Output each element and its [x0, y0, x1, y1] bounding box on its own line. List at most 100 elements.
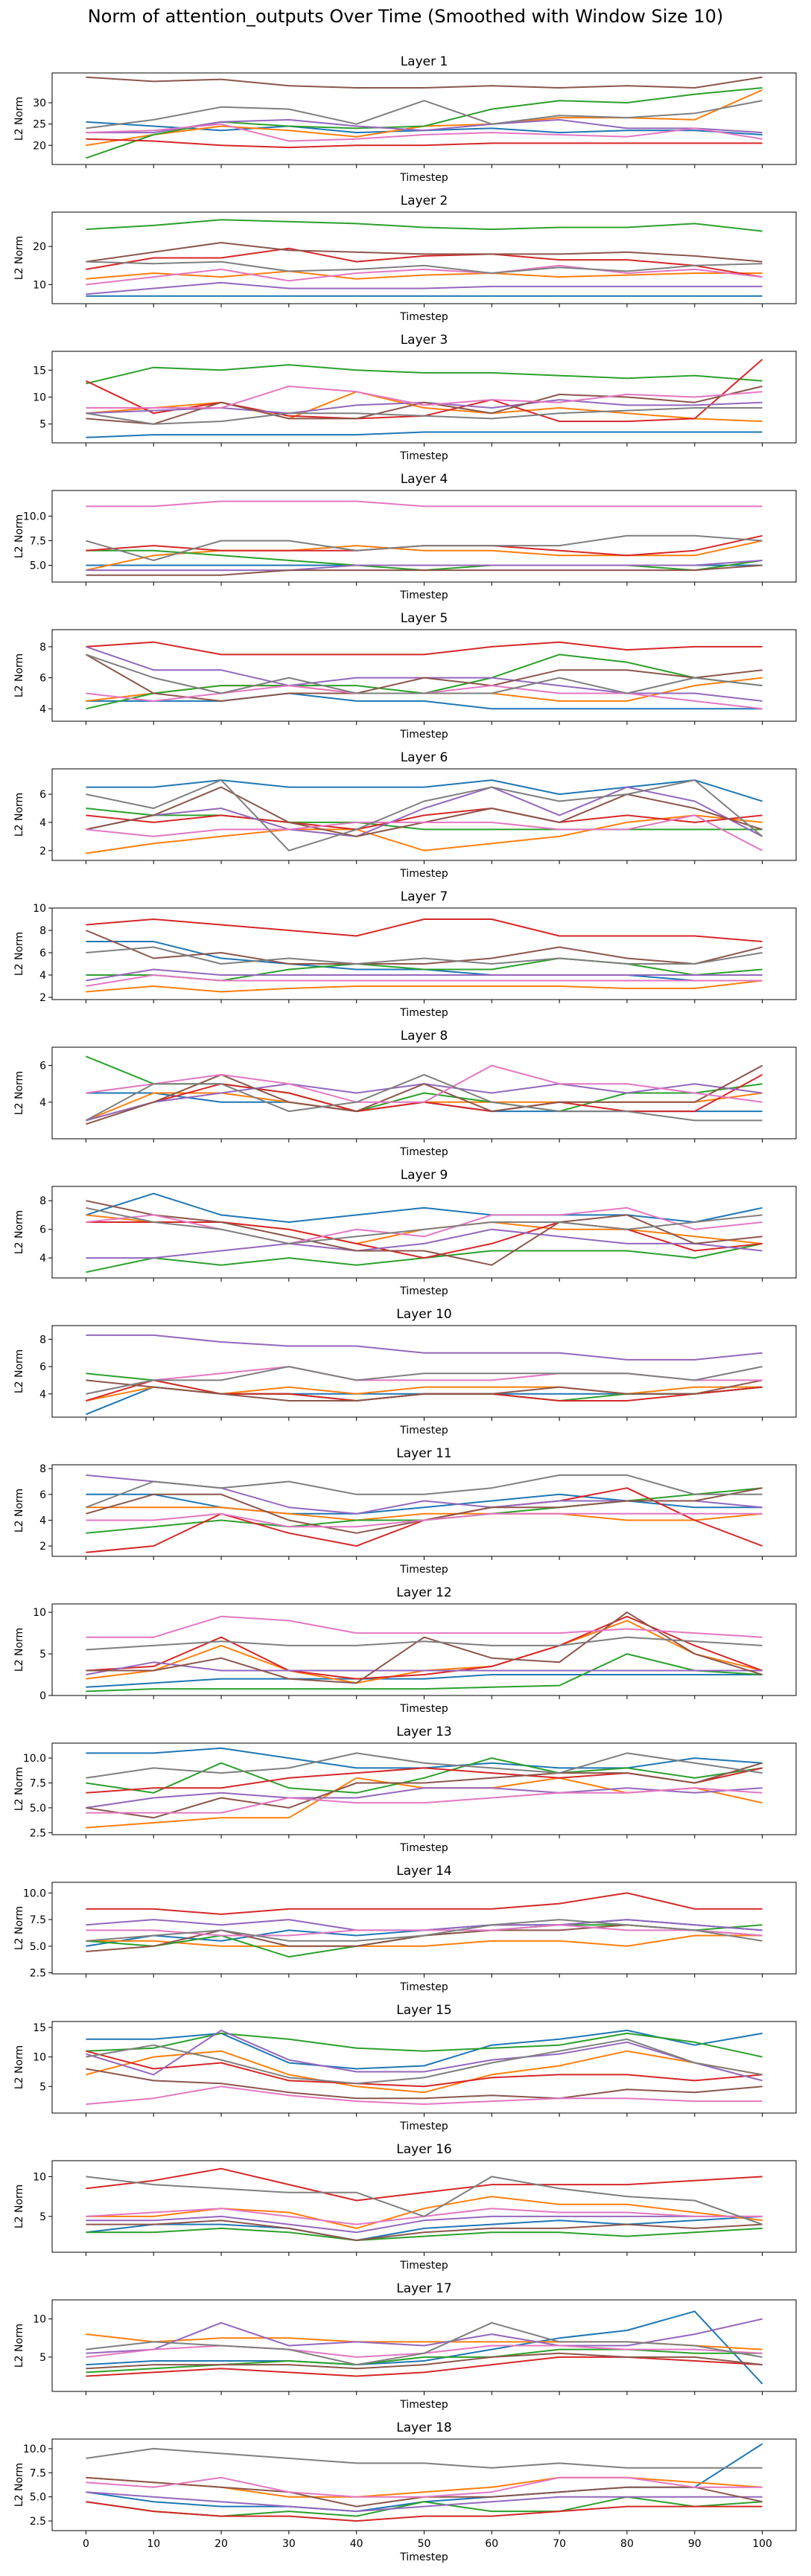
subplot-title: Layer 14 [396, 1864, 451, 1879]
series-line-4 [86, 1615, 763, 1680]
series-line-1 [86, 2215, 763, 2241]
series-line-5 [86, 1228, 763, 1259]
series-line-3 [86, 364, 763, 385]
x-axis-label: Timestep [399, 311, 448, 323]
y-tick-label: 6 [39, 1489, 46, 1501]
series-line-5 [86, 968, 763, 982]
y-tick-label: 5 [39, 2211, 46, 2223]
series-line-2 [86, 2196, 763, 2229]
y-axis-label: L2 Norm [13, 1210, 25, 1254]
y-tick-label: 10 [33, 279, 46, 291]
y-tick-label: 4 [39, 703, 46, 715]
x-axis-label: Timestep [399, 450, 448, 462]
y-tick-label: 4 [39, 1389, 46, 1401]
subplot-4: Layer 4 5.0 7.5 10.0 Timestep L2 Norm [13, 472, 797, 601]
series-line-8 [86, 1206, 763, 1244]
y-tick-label: 5 [39, 419, 46, 431]
figure-title: Norm of attention_outputs Over Time (Smo… [88, 6, 724, 27]
series-line-2 [86, 814, 763, 854]
y-tick-label: 15 [33, 2022, 46, 2034]
subplot-title: Layer 15 [396, 2003, 451, 2018]
series-line-2 [86, 540, 763, 572]
y-tick-label: 4 [39, 970, 46, 982]
subplot-title: Layer 1 [401, 54, 448, 69]
subplot-title: Layer 9 [401, 1168, 448, 1183]
x-tick-label: 0 [83, 2538, 89, 2550]
series-line-8 [86, 534, 763, 561]
x-tick-label: 70 [553, 2538, 566, 2550]
y-tick-label: 4 [39, 1097, 46, 1109]
series-line-4 [86, 918, 763, 942]
subplot-9: Layer 9 4 6 8 Timestep L2 Norm [13, 1168, 797, 1297]
series-line-6 [85, 653, 763, 702]
series-line-8 [85, 1073, 763, 1122]
series-line-8 [86, 779, 763, 851]
subplot-13: Layer 13 2.5 5.0 7.5 10.0 Timestep L2 Norm [13, 1725, 797, 1854]
series-line-5 [86, 2491, 763, 2513]
axes-frame [51, 1882, 797, 1975]
series-line-1 [86, 2310, 763, 2385]
y-tick-label: 2 [39, 992, 46, 1004]
y-tick-label: 5.0 [30, 560, 46, 572]
series-line-1 [86, 1192, 763, 1223]
x-axis-label: Timestep [399, 1285, 448, 1297]
subplot-title: Layer 6 [401, 750, 448, 765]
axes-frame [51, 2160, 797, 2253]
series-line-4 [86, 247, 763, 278]
series-line-6 [86, 1762, 763, 1819]
subplot-15: Layer 15 5 10 15 Timestep L2 Norm [13, 2003, 797, 2132]
subplot-5: Layer 5 4 6 8 Timestep L2 Norm [13, 611, 797, 741]
series-line-6 [86, 1924, 763, 1952]
x-axis-label: Timestep [399, 1146, 448, 1158]
y-axis-label: L2 Norm [13, 2324, 25, 2368]
series-line-1 [86, 779, 763, 802]
y-tick-label: 8 [39, 1334, 46, 1346]
y-tick-label: 2.5 [30, 1968, 46, 1980]
y-tick-label: 7.5 [30, 2467, 46, 2479]
series-line-6 [86, 1611, 763, 1684]
subplot-title: Layer 10 [396, 1307, 451, 1322]
series-line-7 [86, 2086, 763, 2106]
x-tick-label: 90 [688, 2538, 702, 2550]
series-line-4 [86, 2501, 763, 2522]
y-axis-label: L2 Norm [13, 1767, 25, 1811]
y-tick-label: 20 [33, 241, 46, 253]
x-tick-label: 10 [147, 2538, 160, 2550]
subplot-title: Layer 3 [401, 333, 448, 348]
series-line-7 [86, 500, 763, 508]
series-line-5 [86, 2215, 763, 2234]
y-tick-label: 10.0 [23, 1888, 46, 1899]
series-line-4 [86, 138, 763, 149]
y-tick-label: 10 [33, 1607, 46, 1619]
subplot-3: Layer 3 5 10 15 Timestep [33, 333, 797, 462]
series-line-7 [86, 1064, 763, 1103]
series-line-7 [86, 1512, 763, 1528]
subplot-title: Layer 17 [396, 2281, 451, 2296]
subplot-title: Layer 13 [396, 1725, 451, 1739]
series-line-4 [86, 2167, 763, 2202]
series-line-1 [86, 2029, 763, 2070]
x-axis-label: Timestep [399, 2399, 448, 2411]
series-line-8 [86, 946, 763, 965]
y-tick-label: 8 [39, 925, 46, 937]
subplot-18: Layer 18 2.5 5.0 7.5 10.0 0 10 20 30 40 50 60 70 80 90… [13, 2420, 797, 2563]
y-tick-label: 5 [39, 2081, 46, 2093]
series-line-5 [86, 2318, 763, 2354]
series-line-7 [86, 974, 763, 987]
series-line-7 [86, 2476, 763, 2498]
y-tick-label: 2 [39, 846, 46, 857]
y-tick-label: 7.5 [30, 535, 46, 547]
x-tick-label: 40 [350, 2538, 363, 2550]
y-tick-label: 6 [39, 789, 46, 801]
y-axis-label: L2 Norm [13, 1071, 25, 1115]
series-line-3 [86, 2348, 763, 2374]
y-tick-label: 8 [39, 642, 46, 653]
y-tick-label: 10 [33, 2052, 46, 2064]
series-line-6 [86, 1200, 763, 1266]
y-tick-label: 8 [39, 1195, 46, 1207]
y-tick-label: 10 [33, 392, 46, 404]
x-tick-label: 100 [752, 2538, 772, 2550]
series-line-2 [86, 270, 763, 280]
series-line-4 [86, 2050, 763, 2088]
